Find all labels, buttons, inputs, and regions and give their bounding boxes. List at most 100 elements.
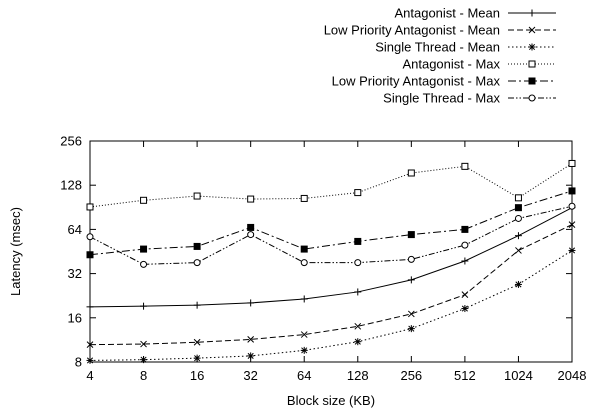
- plot-area-frame: [89, 140, 573, 363]
- data-point: [461, 291, 469, 299]
- data-point: [247, 195, 255, 203]
- legend-marker: [528, 26, 536, 34]
- legend-label: Low Priority Antagonist - Max: [332, 74, 501, 89]
- series-line: [89, 205, 573, 265]
- legend-label: Low Priority Antagonist - Mean: [324, 23, 500, 38]
- data-point: [86, 303, 94, 311]
- data-point: [86, 251, 94, 259]
- data-point: [407, 169, 415, 177]
- y-axis: 8 16 32 64 128 256: [60, 134, 572, 370]
- y-tick-label: 128: [60, 178, 82, 193]
- data-point: [140, 196, 148, 204]
- y-axis-title: Latency (msec): [8, 207, 23, 296]
- x-tick-label: 4: [86, 368, 93, 383]
- data-point: [247, 299, 255, 307]
- data-point: [514, 280, 522, 288]
- legend-item: Low Priority Antagonist - Max: [332, 74, 556, 89]
- data-point: [86, 341, 94, 349]
- data-point: [568, 187, 576, 195]
- x-tick-label: 16: [190, 368, 204, 383]
- data-point: [247, 336, 255, 343]
- legend-marker: [528, 9, 536, 17]
- legend-label: Single Thread - Mean: [375, 40, 500, 55]
- data-point: [86, 233, 94, 241]
- data-point: [300, 331, 308, 338]
- data-point: [354, 338, 362, 346]
- data-point: [354, 189, 362, 197]
- x-tick-label: 8: [140, 368, 147, 383]
- data-point: [193, 338, 201, 346]
- data-point: [193, 354, 201, 362]
- data-point: [461, 241, 469, 249]
- data-point: [514, 214, 522, 222]
- data-point: [193, 192, 201, 200]
- data-point: [461, 257, 469, 265]
- data-point: [247, 223, 255, 231]
- legend-label: Antagonist - Mean: [394, 6, 500, 21]
- data-point: [193, 259, 201, 267]
- data-point: [568, 221, 576, 228]
- data-point: [514, 204, 522, 212]
- series-6: [86, 202, 576, 268]
- series-line: [89, 250, 573, 361]
- x-axis-title: Block size (KB): [287, 393, 375, 408]
- legend-item: Low Priority Antagonist - Mean: [324, 23, 556, 38]
- x-tick-label: 32: [243, 368, 257, 383]
- x-tick-label: 1024: [504, 368, 533, 383]
- series-4: [86, 159, 576, 211]
- legend-item: Single Thread - Mean: [375, 40, 556, 55]
- series-1: [86, 204, 576, 311]
- legend-item: Antagonist - Mean: [394, 6, 556, 21]
- data-point: [407, 255, 415, 263]
- y-tick-label: 8: [75, 355, 82, 370]
- x-tick-label: 2048: [558, 368, 587, 383]
- data-point: [407, 325, 415, 333]
- data-point: [514, 194, 522, 202]
- x-axis: 4 8 16 32 64 128 256 512 1024 2048: [86, 141, 586, 383]
- data-point: [140, 302, 148, 310]
- legend-marker: [528, 77, 536, 85]
- data-point: [300, 295, 308, 303]
- legend-marker: [528, 43, 536, 51]
- data-point: [140, 245, 148, 253]
- data-point: [300, 194, 308, 202]
- data-point: [300, 245, 308, 253]
- legend-label: Antagonist - Max: [402, 57, 500, 72]
- series-3: [86, 246, 576, 364]
- data-point: [300, 259, 308, 267]
- data-point: [140, 260, 148, 268]
- data-point: [407, 231, 415, 239]
- data-point: [354, 322, 362, 330]
- data-point: [568, 159, 576, 167]
- data-point: [568, 246, 576, 254]
- data-point: [140, 340, 147, 348]
- legend-marker: [528, 60, 536, 68]
- data-point: [461, 225, 469, 233]
- data-point: [515, 247, 522, 254]
- y-tick-label: 16: [68, 310, 82, 325]
- legend-marker: [528, 94, 536, 102]
- chart-legend: Antagonist - Mean Low Priority Antagonist…: [324, 6, 556, 106]
- data-point: [407, 310, 415, 318]
- data-point: [86, 356, 94, 364]
- data-point: [247, 352, 255, 360]
- series-layer: [86, 159, 576, 364]
- data-point: [354, 259, 362, 267]
- series-5: [86, 187, 576, 259]
- x-tick-label: 256: [400, 368, 422, 383]
- legend-label: Single Thread - Max: [383, 91, 500, 106]
- y-tick-label: 256: [60, 134, 82, 149]
- x-tick-label: 512: [454, 368, 476, 383]
- series-line: [89, 163, 573, 208]
- data-point: [300, 346, 308, 354]
- legend-item: Single Thread - Max: [383, 91, 556, 106]
- data-point: [193, 301, 201, 309]
- legend-item: Antagonist - Max: [402, 57, 556, 72]
- data-point: [461, 162, 469, 170]
- series-line: [89, 207, 573, 308]
- x-tick-label: 128: [347, 368, 369, 383]
- data-point: [407, 276, 415, 284]
- data-point: [461, 305, 469, 313]
- y-tick-label: 32: [68, 266, 82, 281]
- y-tick-label: 64: [68, 222, 82, 237]
